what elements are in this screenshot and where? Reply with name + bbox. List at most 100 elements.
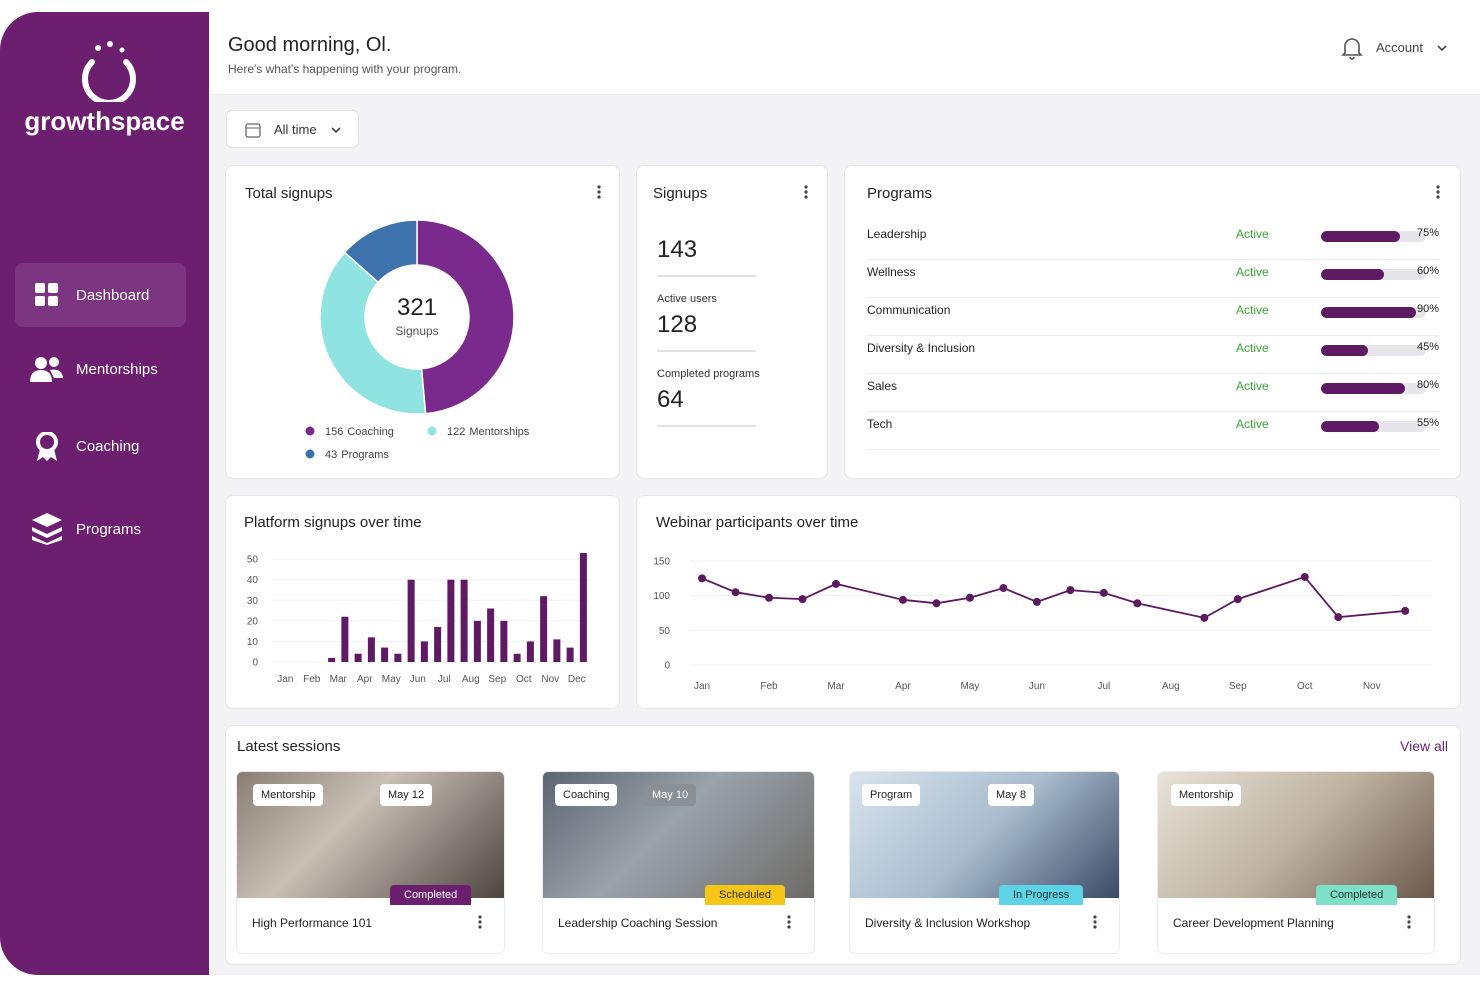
- progress-track: [1321, 421, 1426, 432]
- session-title: Career Development Planning: [1173, 916, 1334, 930]
- progress-label: 45%: [1417, 341, 1440, 353]
- progress-track: [1321, 307, 1426, 318]
- program-name: Communication: [867, 303, 951, 317]
- date-tag: May 10: [644, 784, 697, 806]
- signups-card: Signups 143 Active users 128 Completed p…: [636, 165, 828, 479]
- program-name: Tech: [867, 417, 893, 431]
- session-title: Diversity & Inclusion Workshop: [865, 916, 1031, 930]
- logo-icon: [82, 41, 136, 102]
- divider: [657, 425, 756, 427]
- nav-label: Programs: [76, 520, 142, 538]
- stat-value: 64: [657, 386, 684, 413]
- card-title: Total signups: [245, 185, 333, 202]
- card-title: Platform signups over time: [244, 514, 422, 531]
- program-name: Wellness: [867, 265, 916, 279]
- program-status: Active: [1236, 341, 1269, 355]
- session-card[interactable]: Program May 8 In Progress Diversity & In…: [849, 771, 1120, 954]
- program-name: Leadership: [867, 227, 927, 241]
- nav-item[interactable]: Coaching: [15, 414, 186, 478]
- calendar-icon: [245, 123, 261, 138]
- nav-label: Dashboard: [76, 286, 150, 304]
- status-badge: Scheduled: [705, 885, 785, 905]
- nav-item[interactable]: Dashboard: [15, 263, 186, 327]
- platform-signups-card: Platform signups over time: [225, 495, 620, 709]
- header: Good morning, Ol. Here's what's happenin…: [209, 0, 1480, 95]
- nav-label: Mentorships: [76, 360, 158, 378]
- card-title: Webinar participants over time: [656, 514, 859, 531]
- icon: [32, 513, 62, 545]
- progress-track: [1321, 269, 1426, 280]
- progress-track: [1321, 383, 1426, 394]
- program-row: Sales Active 80%: [867, 374, 1439, 412]
- progress-bar: [1321, 307, 1416, 318]
- webinar-card: Webinar participants over time: [636, 495, 1461, 709]
- stat-value: 128: [657, 311, 698, 338]
- program-name: Sales: [867, 379, 898, 393]
- program-row: Tech Active 55%: [867, 412, 1439, 450]
- session-title: High Performance 101: [252, 916, 373, 930]
- card-title: Programs: [867, 185, 933, 202]
- brand: growthspace: [24, 106, 185, 136]
- session-title: Leadership Coaching Session: [558, 916, 718, 930]
- card-title: Latest sessions: [237, 738, 341, 755]
- program-row: Communication Active 90%: [867, 298, 1439, 336]
- progress-bar: [1321, 231, 1400, 242]
- session-card[interactable]: Mentorship Completed Career Development …: [1157, 771, 1435, 954]
- program-status: Active: [1236, 265, 1269, 279]
- sidebar: growthspace Dashboard Mentorships Coachi…: [0, 12, 209, 975]
- progress-label: 80%: [1417, 379, 1440, 391]
- progress-bar: [1321, 269, 1384, 280]
- status-badge: Completed: [1316, 885, 1398, 905]
- progress-label: 60%: [1417, 265, 1440, 277]
- progress-label: 55%: [1417, 417, 1440, 429]
- sessions-card: Latest sessions View all Mentorship May …: [225, 725, 1461, 965]
- program-row: Leadership Active 75%: [867, 222, 1439, 260]
- stat-label: Active users: [657, 293, 717, 305]
- chevron: [1437, 45, 1447, 52]
- stat-label: Completed programs: [657, 368, 760, 380]
- type-tag: Mentorship: [253, 784, 324, 806]
- progress-bar: [1321, 421, 1379, 432]
- icon: [35, 283, 58, 306]
- view-all-link[interactable]: View all: [1400, 738, 1448, 754]
- divider: [657, 275, 756, 277]
- session-card[interactable]: Coaching May 10 Scheduled Leadership Coa…: [542, 771, 815, 954]
- program-status: Active: [1236, 227, 1269, 241]
- time-filter[interactable]: All time: [226, 110, 359, 148]
- type-tag: Mentorship: [1171, 784, 1242, 806]
- chevron: [331, 127, 341, 134]
- program-row: Diversity & Inclusion Active 45%: [867, 336, 1439, 374]
- progress-track: [1321, 345, 1426, 356]
- greeting: Good morning, Ol.: [228, 34, 392, 56]
- progress-label: 90%: [1417, 303, 1440, 315]
- program-row: Wellness Active 60%: [867, 260, 1439, 298]
- card-title: Signups: [653, 185, 708, 202]
- session-card[interactable]: Mentorship May 12 Completed High Perform…: [236, 771, 505, 954]
- nav-label: Coaching: [76, 437, 140, 455]
- progress-bar: [1321, 345, 1369, 356]
- icon: [36, 432, 58, 461]
- status-badge: Completed: [390, 885, 472, 905]
- filter-label: All time: [274, 122, 317, 137]
- bell-icon[interactable]: [1341, 36, 1363, 60]
- nav-item[interactable]: Programs: [15, 497, 186, 561]
- program-status: Active: [1236, 379, 1269, 393]
- programs-card: Programs Leadership Active 75% Wellness Acti…: [844, 165, 1461, 479]
- total-signups-card: Total signups: [225, 165, 620, 479]
- type-tag: Program: [862, 784, 921, 806]
- program-status: Active: [1236, 417, 1269, 431]
- progress-label: 75%: [1417, 227, 1440, 239]
- divider: [657, 350, 756, 352]
- date-tag: May 8: [988, 784, 1034, 806]
- program-status: Active: [1236, 303, 1269, 317]
- program-name: Diversity & Inclusion: [867, 341, 976, 355]
- date-tag: May 12: [380, 784, 433, 806]
- progress-bar: [1321, 383, 1405, 394]
- account-menu[interactable]: Account: [1376, 40, 1423, 55]
- icon: [30, 357, 63, 382]
- status-badge: In Progress: [999, 885, 1084, 905]
- stat-value: 143: [657, 236, 698, 263]
- nav-item[interactable]: Mentorships: [15, 337, 186, 401]
- subtitle: Here's what's happening with your progra…: [228, 62, 462, 76]
